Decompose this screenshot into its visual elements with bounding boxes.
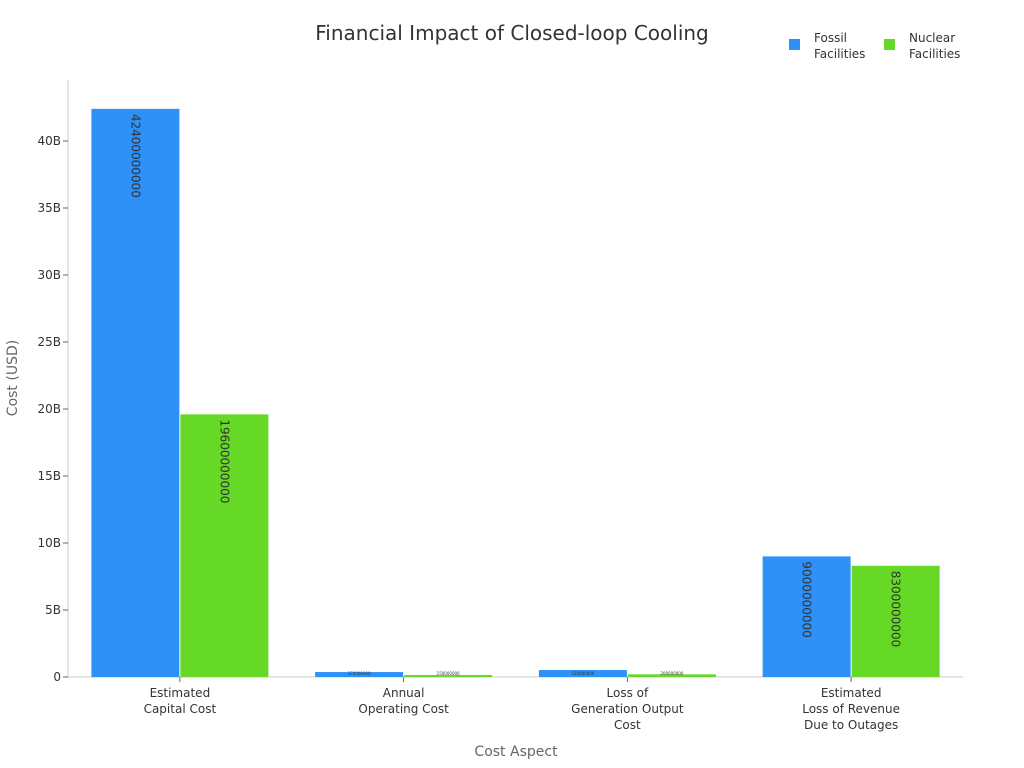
bar [538, 670, 627, 677]
bar [91, 108, 180, 678]
data-label: 9000000000 [800, 561, 814, 637]
y-tick-label: 0 [53, 670, 61, 684]
y-tick-label: 40B [37, 134, 61, 148]
x-tick-label: Cost [614, 718, 641, 732]
data-label: 19600000000 [217, 419, 231, 503]
data-label: 150000000 [437, 671, 460, 676]
legend-label: Nuclear [909, 31, 955, 45]
data-label: 200000000 [660, 671, 683, 676]
bar [180, 414, 269, 677]
x-tick-label: Operating Cost [358, 702, 449, 716]
y-tick-label: 15B [37, 469, 61, 483]
x-tick-label: Annual [383, 686, 425, 700]
y-tick-label: 35B [37, 201, 61, 215]
bar [627, 674, 716, 677]
x-tick-label: Due to Outages [804, 718, 898, 732]
y-tick-label: 5B [45, 603, 61, 617]
x-tick-label: Loss of Revenue [802, 702, 900, 716]
bar [851, 565, 940, 677]
x-tick-label: Generation Output [571, 702, 684, 716]
y-tick-label: 20B [37, 402, 61, 416]
legend-label: Facilities [814, 47, 865, 61]
x-tick-label: Estimated [150, 686, 211, 700]
x-tick-label: Capital Cost [144, 702, 217, 716]
legend-marker [789, 39, 800, 50]
x-tick-label: Loss of [607, 686, 649, 700]
bar [762, 556, 851, 677]
data-label: 8300000000 [889, 571, 903, 647]
x-tick-label: Estimated [821, 686, 882, 700]
legend-label: Facilities [909, 47, 960, 61]
y-tick-label: 25B [37, 335, 61, 349]
bar [404, 674, 493, 677]
y-axis-label: Cost (USD) [5, 340, 21, 416]
y-tick-label: 30B [37, 268, 61, 282]
legend-marker [884, 39, 895, 50]
data-label: 370000000 [348, 671, 371, 676]
data-label: 520000000 [571, 671, 594, 676]
x-axis-label: Cost Aspect [474, 744, 558, 760]
chart-title: Financial Impact of Closed-loop Cooling [315, 21, 709, 45]
bar [315, 672, 404, 677]
y-tick-label: 10B [37, 536, 61, 550]
data-label: 42400000000 [128, 114, 142, 198]
legend-label: Fossil [814, 31, 847, 45]
